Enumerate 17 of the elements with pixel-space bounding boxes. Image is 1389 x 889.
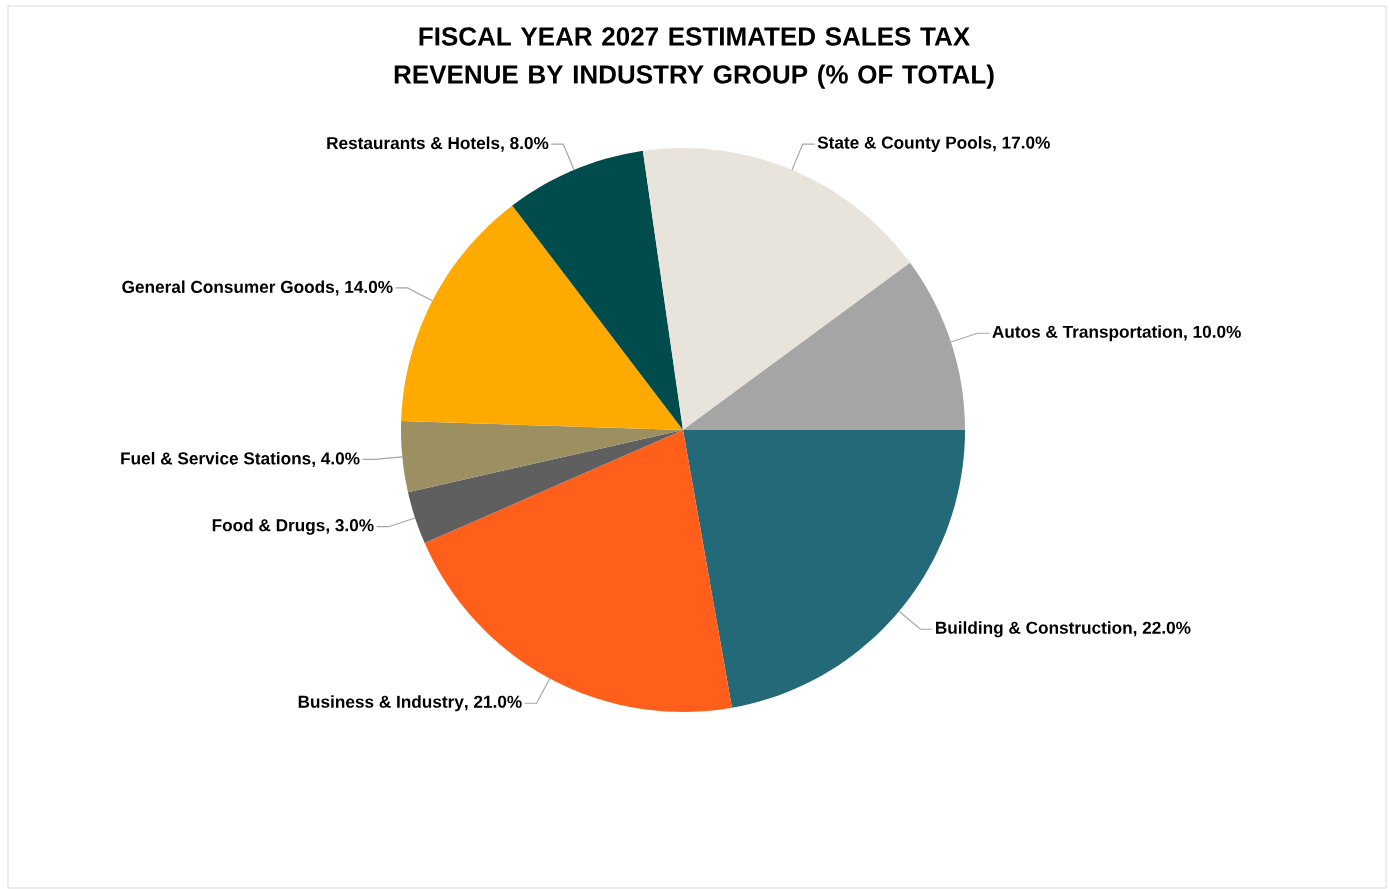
slice-label: State & County Pools	[817, 136, 992, 153]
data-label: , 8.0%	[501, 136, 549, 152]
slice-label: Food & Drugs	[212, 518, 325, 535]
data-label: , 4.0%	[312, 452, 360, 468]
slice-label: Building & Construction	[936, 621, 1132, 638]
data-label: , 3.0%	[326, 519, 374, 534]
slice-label: General Consumer Goods	[122, 280, 335, 294]
data-label: , 17.0%	[993, 136, 1050, 152]
slice-label: Fuel & Service Stations	[121, 451, 311, 465]
data-label: , 14.0%	[335, 280, 393, 296]
data-label: , 10.0%	[1184, 325, 1241, 341]
chart-title: FISCAL YEAR 2027 ESTIMATED SALES TAX REVENUE BY INDUSTRY GROUP (% OF TOTAL)	[394, 27, 994, 89]
data-label: , 22.0%	[1133, 621, 1191, 637]
slice-label: Business & Industry	[298, 695, 464, 712]
slice-label: Restaurants & Hotels	[327, 136, 500, 150]
slice-label: Autos & Transportation	[992, 325, 1182, 342]
data-label: , 21.0%	[465, 695, 522, 711]
